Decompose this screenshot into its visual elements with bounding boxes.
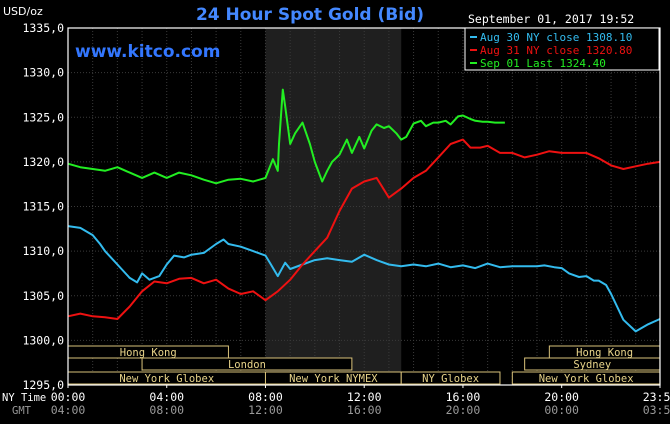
x-tick-label-gmt: 12:00 [248, 403, 283, 417]
axes: 1335,0 1330,0 1325,0 1320,0 1315,0 1310,0 1305… [2, 21, 670, 417]
grid-lines [68, 27, 660, 386]
session-label: Hong Kong [120, 347, 177, 359]
y-tick-label: 1310,0 [22, 244, 64, 258]
x-tick-label-ny: 00:00 [51, 390, 86, 404]
x-tick-label-gmt: 04:00 [51, 403, 86, 417]
x-tick-label-gmt: 20:00 [446, 403, 481, 417]
legend-entry: Aug 31 NY close 1320.80 [480, 44, 632, 57]
series-line-3 [67, 88, 505, 185]
y-tick-label: 1315,0 [22, 200, 64, 214]
y-unit-label: USD/oz [3, 5, 43, 18]
session-label: Sydney [573, 359, 611, 371]
legend-entry: Aug 30 NY close 1308.10 [480, 31, 632, 44]
y-tick-label: 1295,0 [22, 378, 64, 392]
y-tick-label: 1325,0 [22, 110, 64, 124]
legend-box [464, 27, 660, 71]
x-tick-label-gmt: 16:00 [347, 403, 382, 417]
session-label: New York NYMEX [289, 373, 378, 385]
y-tick-label: 1300,0 [22, 333, 64, 347]
session-bar [400, 371, 501, 385]
y-tick-label: 1320,0 [22, 155, 64, 169]
session-label: New York Globex [119, 373, 214, 385]
y-tick-label: 1305,0 [22, 289, 64, 303]
x-tick-label-ny: 12:00 [347, 390, 382, 404]
y-tick-label: 1335,0 [22, 21, 64, 35]
legend-entry: Sep 01 Last 1324.40 [480, 57, 606, 70]
gmt-axis-label: GMT [12, 405, 32, 417]
session-bar [141, 357, 353, 371]
series-line-2 [67, 138, 661, 320]
timestamp: September 01, 2017 19:52 [468, 12, 634, 26]
series-line-1 [67, 225, 661, 333]
session-label: New York Globex [539, 373, 634, 385]
chart-title: 24 Hour Spot Gold (Bid) [196, 5, 424, 25]
nymex-session-highlight [265, 28, 402, 385]
session-label: London [228, 359, 266, 371]
x-tick-label-ny: 08:00 [248, 390, 283, 404]
x-tick-label-gmt: 03:59 [643, 403, 670, 417]
price-series [67, 88, 661, 333]
x-tick-label-ny: 23:59 [643, 390, 670, 404]
x-tick-label-ny: 04:00 [149, 390, 184, 404]
x-tick-label-gmt: 00:00 [544, 403, 579, 417]
watermark-text: www.kitco.com [75, 42, 220, 62]
session-label: NY Globex [422, 373, 479, 385]
x-tick-label-ny: 20:00 [544, 390, 579, 404]
x-tick-label-gmt: 08:00 [149, 403, 184, 417]
x-tick-label-ny: 16:00 [446, 390, 481, 404]
session-label: Hong Kong [576, 347, 633, 359]
nytime-axis-label: NY Time [2, 392, 46, 404]
y-tick-label: 1330,0 [22, 66, 64, 80]
